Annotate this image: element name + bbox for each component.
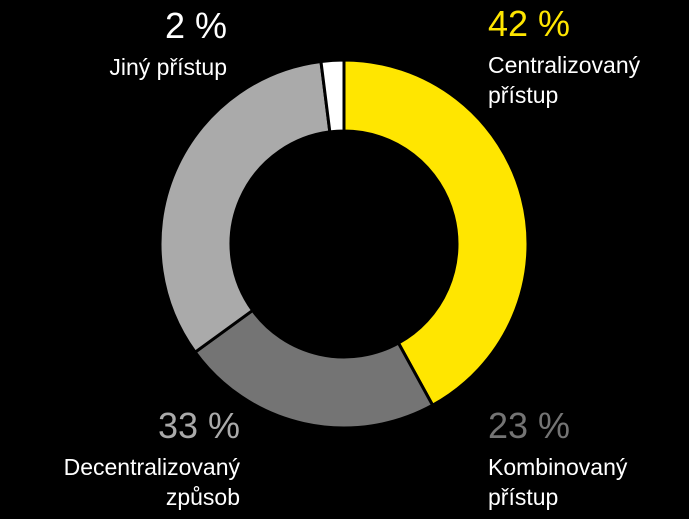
donut-segment <box>158 59 332 355</box>
value-label: 42 % <box>488 3 571 44</box>
segment-label: 33 % Decentralizovaný způsob <box>10 406 240 512</box>
value-label: 2 % <box>164 5 227 46</box>
segment-label: 2 % Jiný přístup <box>27 6 227 82</box>
segment-label: 23 % Kombinovaný přístup <box>488 406 678 512</box>
donut-segment <box>193 308 435 430</box>
donut-segment <box>342 58 530 408</box>
category-label: Decentralizovaný způsob <box>63 454 240 510</box>
category-label: Jiný přístup <box>109 54 227 80</box>
segment-label: 42 % Centralizovaný přístup <box>488 4 683 110</box>
value-label: 23 % <box>488 405 571 446</box>
donut-segment <box>319 58 346 134</box>
category-label: Kombinovaný přístup <box>488 454 628 510</box>
value-label: 33 % <box>157 405 240 446</box>
category-label: Centralizovaný přístup <box>488 52 641 108</box>
